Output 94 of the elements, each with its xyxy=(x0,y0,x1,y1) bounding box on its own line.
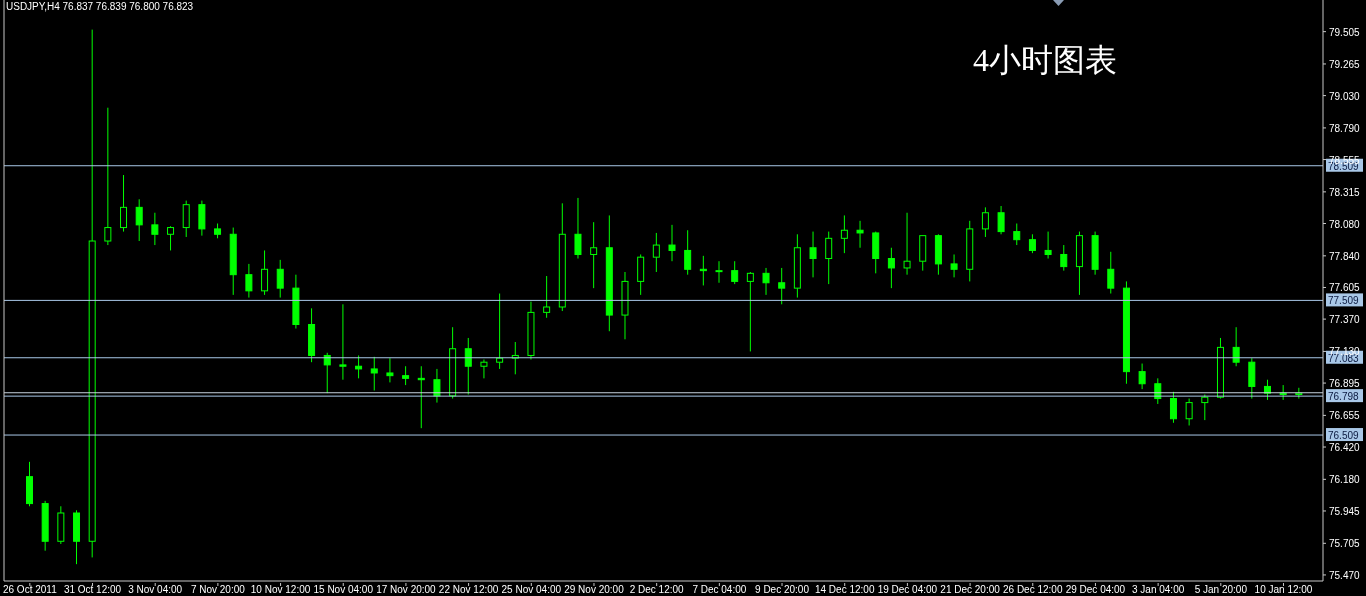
candlestick xyxy=(1107,251,1115,295)
y-tick-label: 77.605 xyxy=(1329,282,1361,294)
candlestick xyxy=(417,365,425,429)
y-tick-label: 79.505 xyxy=(1329,26,1361,38)
x-tick-label: 7 Nov 20:00 xyxy=(190,584,246,595)
candlestick xyxy=(1201,394,1209,421)
candlestick xyxy=(402,365,410,386)
x-tick-label: 21 Dec 20:00 xyxy=(940,584,1001,595)
candlestick xyxy=(1044,231,1052,260)
x-tick-label: 26 Oct 2011 xyxy=(2,584,58,595)
y-tick-label: 78.080 xyxy=(1329,218,1361,230)
x-tick-label: 25 Nov 04:00 xyxy=(501,584,562,595)
y-tick-label: 78.790 xyxy=(1329,122,1361,134)
x-tick-label: 14 Dec 12:00 xyxy=(814,584,875,595)
x-tick-label: 17 Nov 20:00 xyxy=(376,584,437,595)
x-tick-label: 10 Nov 12:00 xyxy=(250,584,311,595)
candlestick xyxy=(668,224,676,262)
y-tick-label: 75.705 xyxy=(1329,538,1361,550)
candlestick xyxy=(981,206,989,238)
candlestick xyxy=(1060,244,1068,272)
candlestick xyxy=(1138,363,1146,390)
y-tick-label: 79.265 xyxy=(1329,58,1361,70)
x-tick-label: 2 Dec 12:00 xyxy=(629,584,685,595)
candlestick xyxy=(997,205,1005,235)
x-tick-label: 7 Dec 04:00 xyxy=(692,584,747,595)
x-tick-label: 3 Jan 04:00 xyxy=(1132,584,1185,595)
x-tick-label: 29 Nov 20:00 xyxy=(564,584,625,595)
candlestick xyxy=(433,368,441,404)
candlestick xyxy=(355,354,363,379)
candlestick xyxy=(245,263,253,299)
ref-line-label: 77.509 xyxy=(1328,295,1360,307)
x-tick-label: 22 Nov 12:00 xyxy=(438,584,499,595)
candlestick xyxy=(1232,326,1240,367)
candlestick xyxy=(496,293,504,370)
ref-line-label: 76.509 xyxy=(1328,430,1360,442)
candlestick xyxy=(887,247,895,289)
candlestick xyxy=(715,260,723,284)
candlestick xyxy=(809,231,817,278)
y-tick-label: 76.180 xyxy=(1329,474,1361,486)
x-tick-label: 19 Dec 04:00 xyxy=(877,584,938,595)
candlestick xyxy=(120,174,128,233)
y-tick-label: 76.895 xyxy=(1329,378,1361,390)
x-tick-label: 15 Nov 04:00 xyxy=(313,584,374,595)
candlestick xyxy=(590,221,598,289)
candlestick xyxy=(778,267,786,305)
x-tick-label: 9 Dec 20:00 xyxy=(755,584,810,595)
y-tick-label: 77.370 xyxy=(1329,314,1361,326)
x-tick-label: 5 Jan 20:00 xyxy=(1194,584,1248,595)
candlestick xyxy=(370,356,378,391)
candlestick xyxy=(1185,398,1193,426)
candlestick xyxy=(840,214,848,254)
candlestick xyxy=(135,198,143,242)
candlestick xyxy=(684,229,692,276)
candlestick xyxy=(903,212,911,276)
y-tick-label: 77.840 xyxy=(1329,250,1361,262)
x-tick-label: 26 Dec 12:00 xyxy=(1003,584,1063,595)
x-tick-label: 29 Dec 04:00 xyxy=(1065,584,1126,595)
y-tick-label: 79.030 xyxy=(1329,90,1361,102)
candlestick xyxy=(480,359,488,379)
x-tick-label: 3 Nov 04:00 xyxy=(128,584,183,595)
candlestick xyxy=(856,220,864,249)
candlestick xyxy=(652,232,660,273)
y-tick-label: 76.655 xyxy=(1329,410,1361,422)
annotation: 4小时图表 xyxy=(973,41,1117,80)
candlestick xyxy=(825,231,833,285)
candlestick xyxy=(574,197,582,260)
candlestick xyxy=(167,225,175,251)
x-tick-label: 31 Oct 12:00 xyxy=(63,584,122,595)
y-tick-label: 76.420 xyxy=(1329,442,1361,454)
candlestick xyxy=(323,352,331,394)
chart-title: USDJPY,H4 76.837 76.839 76.800 76.823 xyxy=(6,1,194,12)
candlestick xyxy=(731,260,739,285)
ref-line-label: 76.798 xyxy=(1328,391,1360,403)
y-tick-label: 75.945 xyxy=(1329,505,1361,517)
candlestick xyxy=(1013,223,1021,246)
candlestick xyxy=(386,357,394,383)
candlestick xyxy=(746,271,754,352)
candlestick xyxy=(339,303,347,381)
candlestick xyxy=(182,200,190,238)
candlestick xyxy=(464,337,472,396)
x-tick-label: 10 Jan 12:00 xyxy=(1254,584,1313,595)
y-tick-label: 78.315 xyxy=(1329,186,1361,198)
candlestick xyxy=(762,267,770,296)
candlestick xyxy=(1028,233,1036,254)
candlestick xyxy=(1169,391,1177,424)
candlestick xyxy=(261,249,269,296)
candlestick xyxy=(543,275,551,319)
y-tick-label: 75.470 xyxy=(1329,569,1361,581)
candlestick xyxy=(151,212,159,246)
candlestick xyxy=(950,253,958,278)
candlestick xyxy=(1263,379,1271,401)
candlestick xyxy=(104,107,112,246)
candlestick xyxy=(699,255,707,286)
candlestick xyxy=(276,259,284,299)
